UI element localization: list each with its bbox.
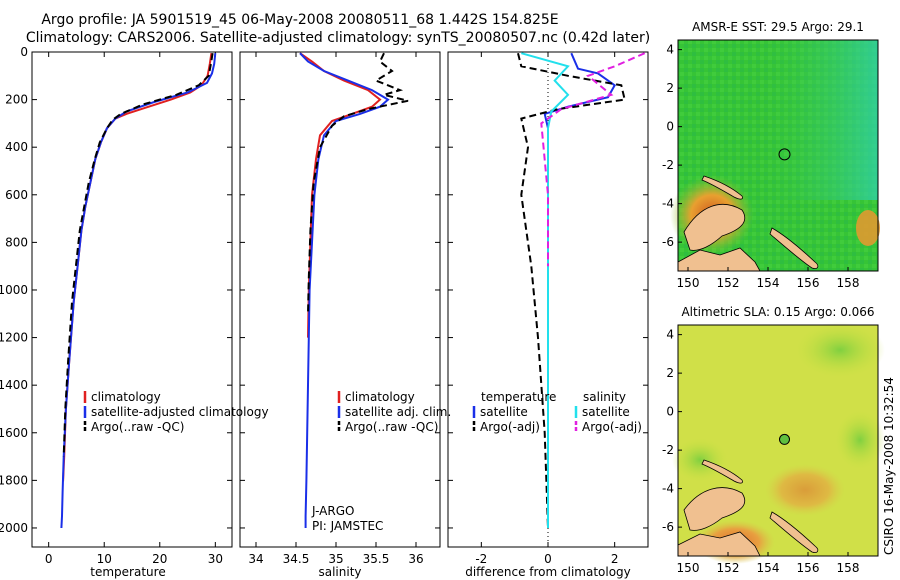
temperature-series-satellite-adjusted-climatology [60,53,217,529]
depth-tick-label: 1000 [0,283,28,297]
temperature-xtick-label: 20 [152,552,167,566]
salinity-xtick-label: 36 [408,552,423,566]
sst-map-xtick-label: 154 [757,276,780,290]
depth-tick-label: 2000 [0,521,28,535]
sla-map-ytick-label: 0 [666,405,674,419]
sst-map-xtick-label: 150 [677,276,700,290]
sla-land-bougainville [769,511,819,553]
temperature-legend-1-label: satellite-adjusted climatology [91,405,269,419]
sst-map-panel: AMSR-E SST: 29.5 Argo: 29.1 150 152 154 156… [662,20,880,290]
salinity-xtick-label: 35.5 [363,552,390,566]
salinity-xlabel: salinity [318,565,361,579]
temperature-legend-0-label: climatology [91,390,161,404]
temperature-xtick-label: 30 [208,552,223,566]
difference-xlabel: difference from climatology [465,565,631,579]
sst-land-new-ireland [701,175,743,200]
difference-xtick-label: 2 [611,552,619,566]
temperature-legend-2-label: Argo(..raw -QC) [91,420,184,434]
sla-map-xtick-label: 154 [757,561,780,575]
sst-map-ytick-label: 2 [666,81,674,95]
sla-map-xtick-label: 158 [837,561,860,575]
salinity-series-satellite-adj-clim- [299,52,390,528]
sla-map-ytick-label: 4 [666,328,674,342]
sla-map-ytick-label: -6 [662,520,674,534]
depth-tick-label: 1600 [0,426,28,440]
salinity-xtick-label: 34.5 [283,552,310,566]
sst-map-ytick-label: -6 [662,235,674,249]
difference-legend-sal-sat-label: satellite [582,405,630,419]
difference-legend-heading-temperature: temperature [481,390,556,404]
sla-orange-patch-c [765,464,845,516]
depth-tick-label: 200 [5,93,28,107]
salinity-xtick-label: 35 [328,552,343,566]
temperature-xlabel: temperature [90,565,165,579]
difference-xtick-label: -2 [475,552,487,566]
sla-map-xtick-label: 156 [797,561,820,575]
temperature-plot-frame [31,51,233,548]
difference-legend-temp-argo-label: Argo(-adj) [480,420,540,434]
depth-tick-label: 600 [5,188,28,202]
side-timestamp: CSIRO 16-May-2008 10:32:54 [882,377,896,555]
annotation-j-argo: J-ARGO [311,504,354,518]
sla-map-ytick-label: 2 [666,366,674,380]
salinity-xtick-label: 34 [248,552,263,566]
difference-legend-temp-sat-label: satellite [480,405,528,419]
sla-green-patch-w [672,438,728,482]
sla-map-ytick-label: -4 [662,482,674,496]
sst-land-new-britain [683,203,746,251]
sla-map-ytick-label: -2 [662,443,674,457]
temperature-panel: 0 10 20 30 0 200 400 600 800 1000 1200 1400 1600 1800… [0,45,269,579]
depth-tick-label: 0 [20,45,28,59]
temperature-xtick-label: 10 [97,552,112,566]
salinity-legend-0-label: climatology [345,390,415,404]
difference-series-salinity-argo-adj- [540,52,646,267]
depth-tick-label: 1400 [0,378,28,392]
salinity-legend-1-label: satellite adj. clim. [345,405,451,419]
difference-series-temperature-satellite [543,52,617,528]
depth-tick-label: 800 [5,235,28,249]
sst-map-ytick-label: 0 [666,120,674,134]
sst-map-xtick-label: 156 [797,276,820,290]
sst-map-xtick-label: 158 [837,276,860,290]
sla-map-panel: Altimetric SLA: 0.15 Argo: 0.066 150 152 1… [662,305,885,575]
sst-map-ytick-label: 4 [666,43,674,57]
sla-argo-marker [779,433,790,445]
depth-tick-label: 400 [5,140,28,154]
sla-land-new-britain [683,487,746,531]
depth-tick-label: 1200 [0,331,28,345]
difference-legend-heading-salinity: salinity [583,390,626,404]
difference-xtick-label: 0 [544,552,552,566]
difference-legend-sal-argo-label: Argo(-adj) [582,420,642,434]
salinity-plot-frame [239,51,441,548]
sst-warm-patch-east [856,210,880,246]
sla-map-frame [677,324,879,557]
sst-land-bougainville [769,227,819,269]
temperature-series-argo-raw-qc- [62,53,214,457]
temperature-xtick-label: 0 [45,552,53,566]
sla-map-xtick-label: 152 [717,561,740,575]
sla-map-title: Altimetric SLA: 0.15 Argo: 0.066 [681,305,874,319]
sst-map-frame [677,39,879,272]
figure-title-line1: Argo profile: JA 5901519_45 06-May-2008 … [41,12,558,28]
annotation-pi: PI: JAMSTEC [312,519,383,533]
difference-series-salinity-satellite [521,52,570,528]
sla-map-xtick-label: 150 [677,561,700,575]
salinity-legend-2-label: Argo(..raw -QC) [345,420,438,434]
sla-green-patch-ne [795,322,885,378]
sst-map-title: AMSR-E SST: 29.5 Argo: 29.1 [692,20,864,34]
sst-map-ytick-label: -2 [662,158,674,172]
sla-green-patch-e [835,410,885,470]
figure-title-line2: Climatology: CARS2006. Satellite-adjuste… [26,30,650,46]
sst-argo-marker [778,148,791,161]
sst-map-ytick-label: -4 [662,197,674,211]
sst-map-xtick-label: 152 [717,276,740,290]
difference-series-temperature-argo-adj- [517,52,626,529]
salinity-series-argo-raw-qc- [307,52,409,314]
sst-teal-region [760,40,878,200]
depth-tick-label: 1800 [0,473,28,487]
sla-land-new-ireland [701,459,743,484]
